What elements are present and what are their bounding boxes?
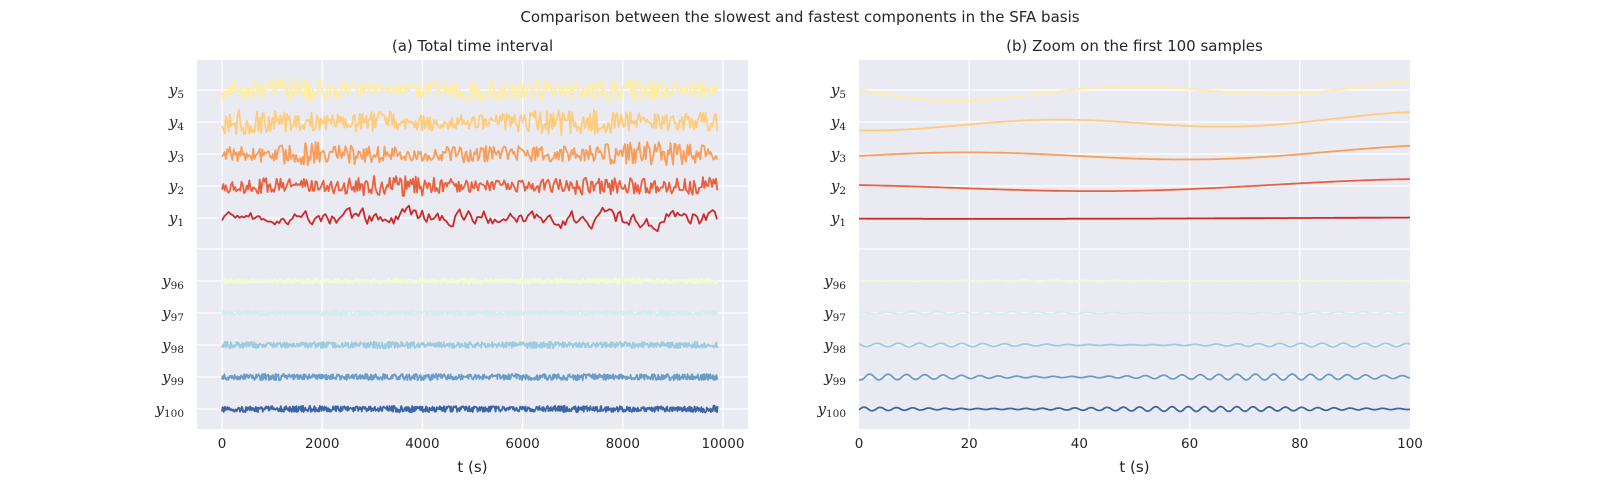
y-tick-label-y98: y98 bbox=[823, 336, 846, 356]
y-tick-label-y1: y1 bbox=[830, 209, 846, 229]
x-tick-label: 20 bbox=[961, 436, 978, 452]
y-tick-label-y99: y99 bbox=[823, 368, 846, 388]
y-tick-label-y5: y5 bbox=[830, 81, 846, 101]
series-line-y5 bbox=[859, 80, 1410, 102]
series-line-y2 bbox=[859, 178, 1410, 192]
figure-suptitle: Comparison between the slowest and faste… bbox=[520, 8, 1079, 26]
plot-area bbox=[859, 60, 1410, 429]
series-line-y2 bbox=[221, 175, 719, 197]
y-tick-label-y1: y1 bbox=[168, 209, 184, 229]
series-line-y98 bbox=[221, 340, 719, 350]
series-line-y1 bbox=[221, 204, 718, 233]
series-line-y96 bbox=[859, 279, 1410, 283]
y-tick-label-y100: y100 bbox=[154, 400, 184, 420]
y-tick-label-y2: y2 bbox=[830, 177, 846, 197]
y-tick-label-y99: y99 bbox=[161, 368, 184, 388]
x-tick-label: 80 bbox=[1291, 436, 1308, 452]
y-tick-label-y5: y5 bbox=[168, 81, 184, 101]
panels: (a) Total time interval 0 2000 4000 6000 8000… bbox=[154, 37, 1422, 476]
series-line-y97 bbox=[221, 309, 719, 317]
panel-a: (a) Total time interval 0 2000 4000 6000 8000… bbox=[154, 37, 748, 476]
x-tick-label: 2000 bbox=[305, 436, 339, 452]
series-group bbox=[859, 80, 1410, 413]
y-tick-label-y98: y98 bbox=[161, 336, 184, 356]
panel-b: (b) Zoom on the first 100 samples 0 20 40 60… bbox=[816, 37, 1422, 476]
series-line-y96 bbox=[221, 277, 719, 285]
y-tick-label-y3: y3 bbox=[168, 145, 184, 165]
x-tick-label: 4000 bbox=[405, 436, 439, 452]
y-tick-label-y96: y96 bbox=[823, 272, 846, 292]
y-tick-label-y100: y100 bbox=[816, 400, 846, 420]
x-tick-label: 60 bbox=[1181, 436, 1198, 452]
y-tick-label-y2: y2 bbox=[168, 177, 184, 197]
x-tick-label: 0 bbox=[218, 436, 227, 452]
series-line-y99 bbox=[221, 372, 719, 382]
series-line-y99 bbox=[859, 373, 1410, 381]
series-line-y4 bbox=[859, 111, 1410, 132]
x-axis-label: t (s) bbox=[1119, 458, 1149, 476]
x-tick-label: 8000 bbox=[606, 436, 640, 452]
series-group bbox=[221, 76, 719, 414]
series-line-y3 bbox=[859, 144, 1410, 161]
x-tick-label: 10000 bbox=[701, 436, 744, 452]
y-tick-label-y4: y4 bbox=[830, 113, 846, 133]
y-tick-label-y96: y96 bbox=[161, 272, 184, 292]
x-tick-label: 100 bbox=[1397, 436, 1423, 452]
x-tick-label: 0 bbox=[855, 436, 864, 452]
panel-title: (b) Zoom on the first 100 samples bbox=[1006, 37, 1263, 55]
series-line-y97 bbox=[859, 310, 1410, 316]
x-axis-label: t (s) bbox=[457, 458, 487, 476]
x-tick-label: 6000 bbox=[505, 436, 539, 452]
panel-title: (a) Total time interval bbox=[392, 37, 553, 55]
series-line-y5 bbox=[221, 76, 719, 103]
x-tick-label: 40 bbox=[1071, 436, 1088, 452]
y-tick-label-y3: y3 bbox=[830, 145, 846, 165]
series-line-y98 bbox=[859, 342, 1410, 348]
series-line-y3 bbox=[221, 141, 719, 166]
y-tick-label-y4: y4 bbox=[168, 113, 184, 133]
y-tick-label-y97: y97 bbox=[823, 304, 846, 324]
series-line-y1 bbox=[859, 216, 1410, 220]
series-line-y100 bbox=[859, 405, 1410, 413]
series-line-y100 bbox=[221, 404, 719, 414]
series-line-y4 bbox=[221, 108, 719, 137]
y-tick-label-y97: y97 bbox=[161, 304, 184, 324]
